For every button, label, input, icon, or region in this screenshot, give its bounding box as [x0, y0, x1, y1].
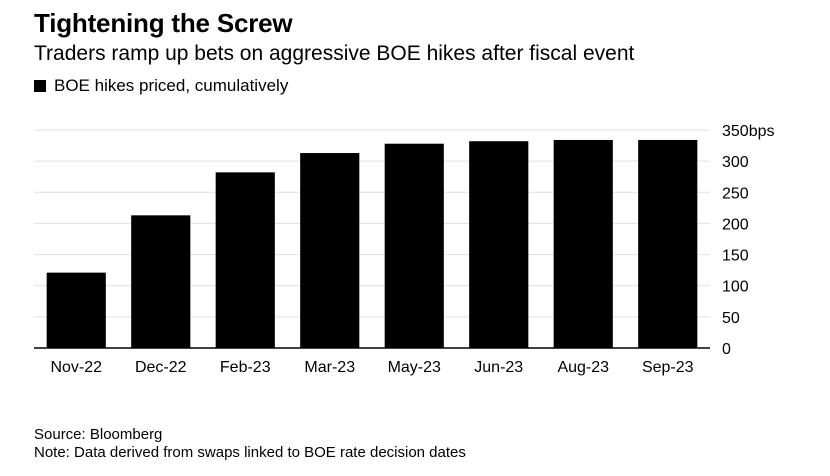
- bar: [300, 153, 360, 348]
- y-tick-label: 100: [722, 279, 749, 296]
- bar: [384, 143, 444, 348]
- bar: [46, 272, 106, 348]
- x-tick-label: Dec-22: [135, 359, 187, 376]
- y-tick-label: 150: [722, 248, 749, 265]
- x-tick-label: May-23: [388, 359, 441, 376]
- chart-title: Tightening the Screw: [34, 8, 293, 38]
- x-tick-label: Feb-23: [220, 359, 271, 376]
- chart-subtitle: Traders ramp up bets on aggressive BOE h…: [34, 42, 635, 65]
- bar: [469, 141, 529, 348]
- legend: BOE hikes priced, cumulatively: [34, 76, 288, 96]
- y-tick-label: 250: [722, 185, 749, 202]
- y-tick-label: 200: [722, 216, 749, 233]
- footer: Source: Bloomberg Note: Data derived fro…: [34, 426, 466, 462]
- legend-swatch: [34, 80, 46, 92]
- legend-label: BOE hikes priced, cumulatively: [54, 76, 289, 95]
- x-tick-label: Jun-23: [474, 359, 523, 376]
- y-tick-label: 300: [722, 154, 749, 171]
- data-note: Note: Data derived from swaps linked to …: [34, 444, 466, 461]
- source-note: Source: Bloomberg: [34, 426, 163, 443]
- x-tick-label: Aug-23: [557, 359, 609, 376]
- bar: [215, 172, 275, 348]
- y-tick-label: 50: [722, 310, 740, 327]
- bar: [553, 139, 613, 348]
- x-tick-label: Mar-23: [304, 359, 355, 376]
- y-tick-label: 0: [722, 341, 731, 358]
- y-tick-label: 350bps: [722, 123, 775, 140]
- bar: [638, 139, 698, 348]
- x-tick-label: Nov-22: [50, 359, 102, 376]
- x-tick-label: Sep-23: [642, 359, 694, 376]
- bar: [131, 215, 191, 348]
